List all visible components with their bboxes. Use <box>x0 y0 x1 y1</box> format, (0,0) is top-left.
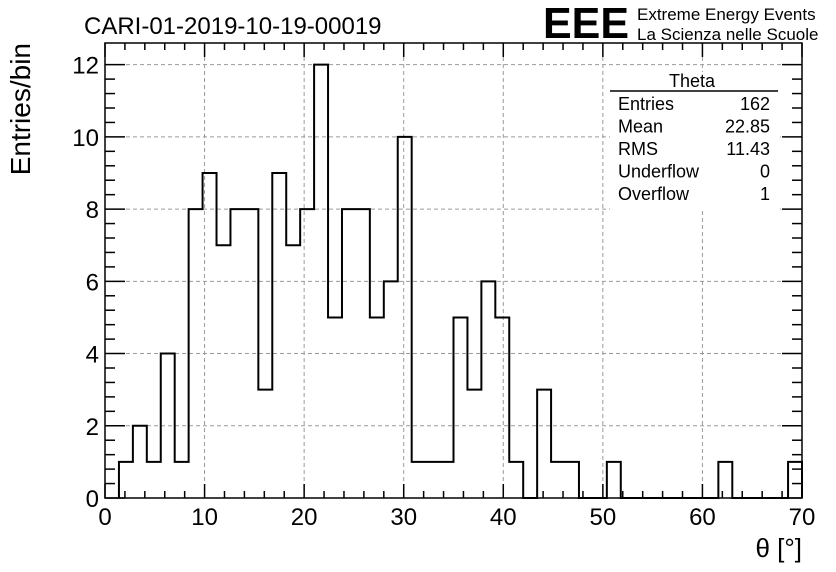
y-tick-label: 12 <box>72 53 99 80</box>
stats-value: 22.85 <box>725 117 770 137</box>
x-tick-label: 40 <box>490 504 517 531</box>
y-tick-label: 4 <box>86 342 99 369</box>
x-tick-label: 20 <box>291 504 318 531</box>
x-tick-label: 0 <box>98 504 111 531</box>
y-tick-labels: 0 2 4 6 8 10 12 <box>72 53 99 513</box>
y-tick-label: 10 <box>72 125 99 152</box>
stats-value: 1 <box>760 184 770 204</box>
x-tick-label: 70 <box>789 504 816 531</box>
logo-line-2: La Scienza nelle Scuole <box>637 25 818 44</box>
plot-frame <box>104 42 803 499</box>
stats-value: 162 <box>740 94 770 114</box>
stats-label: Overflow <box>618 184 690 204</box>
axis-ticks <box>104 43 803 499</box>
stats-label: Entries <box>618 94 674 114</box>
x-tick-label: 30 <box>390 504 417 531</box>
y-tick-label: 8 <box>86 197 99 224</box>
stats-label: Mean <box>618 117 663 137</box>
y-tick-label: 6 <box>86 269 99 296</box>
logo-line-1: Extreme Energy Events <box>637 5 816 24</box>
stats-title: Theta <box>669 71 716 91</box>
stats-value: 0 <box>760 162 770 182</box>
stats-label: Underflow <box>618 162 700 182</box>
x-tick-label: 50 <box>590 504 617 531</box>
x-axis-label: θ [°] <box>755 533 802 563</box>
chart-title: CARI-01-2019-10-19-00019 <box>84 13 382 40</box>
y-tick-label: 2 <box>86 414 99 441</box>
stats-label: RMS <box>618 139 658 159</box>
x-tick-labels: 0 10 20 30 40 50 60 70 <box>98 504 815 531</box>
eee-logo-mark: EEE <box>543 0 629 48</box>
x-tick-label: 60 <box>689 504 716 531</box>
stats-value: 11.43 <box>726 139 770 159</box>
y-tick-label: 0 <box>86 486 99 513</box>
stats-box: Theta Entries 162 Mean 22.85 RMS 11.43 Underfl… <box>610 71 780 210</box>
y-axis-label: Entries/bin <box>5 43 36 175</box>
grid-lines <box>105 43 802 498</box>
x-tick-label: 10 <box>191 504 218 531</box>
